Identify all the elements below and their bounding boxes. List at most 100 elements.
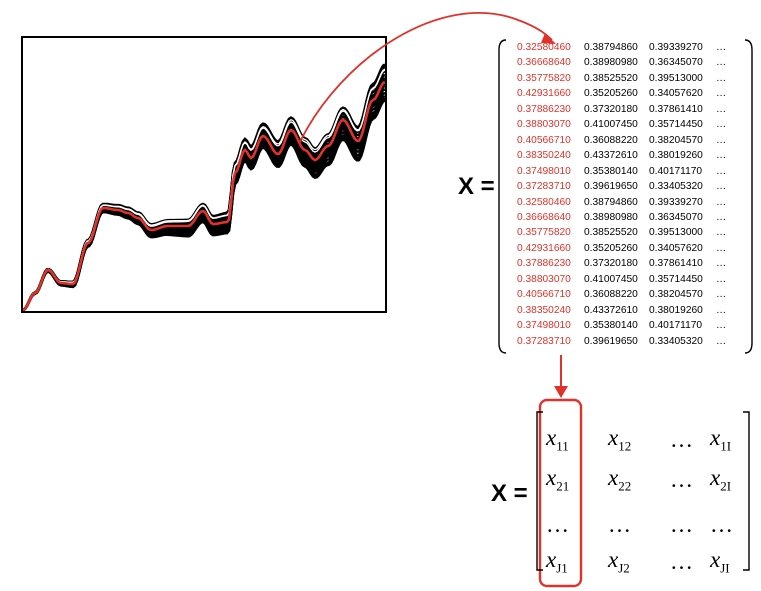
value-cell: …: [716, 273, 727, 285]
value-cell: 0.43372610: [584, 150, 638, 162]
value-cell: 0.37861410: [649, 258, 703, 270]
value-cell: …: [716, 57, 727, 69]
entry-subscript: 2I: [720, 478, 732, 494]
value-cell: 0.36088220: [584, 134, 638, 146]
ellipsis-entry: …: [710, 512, 733, 537]
value-cell: 0.39619650: [584, 181, 638, 193]
numeric-row: 0.38803070 0.41007450 0.35714450…: [517, 272, 730, 287]
numeric-row: 0.42931660 0.35205260 0.34057620…: [517, 86, 730, 101]
entry-symbol: x: [710, 547, 721, 572]
entry-subscript: J2: [618, 560, 630, 576]
numeric-matrix: 0.32580460 0.38794860 0.39339270… 0.3666864…: [517, 40, 730, 349]
highlighted-value-cell: 0.37886230: [517, 103, 571, 115]
entry-symbol: x: [710, 465, 721, 490]
value-cell: …: [716, 88, 727, 100]
value-cell: …: [716, 320, 727, 332]
numeric-row: 0.37283710 0.39619650 0.33405320…: [517, 334, 730, 349]
numeric-row: 0.37498010 0.35380140 0.40171170…: [517, 318, 730, 333]
value-cell: 0.37320180: [584, 258, 638, 270]
matrix-entry: x11: [546, 425, 569, 455]
highlighted-value-cell: 0.38803070: [517, 119, 571, 131]
entry-subscript: 1I: [720, 438, 732, 454]
value-cell: …: [716, 103, 727, 115]
value-cell: …: [716, 119, 727, 131]
value-cell: 0.41007450: [584, 273, 638, 285]
left-brace: [498, 39, 507, 354]
entry-symbol: x: [546, 425, 557, 450]
value-cell: 0.35714450: [649, 273, 703, 285]
numeric-row: 0.37886230 0.37320180 0.37861410 …: [517, 256, 730, 271]
value-cell: 0.39513000: [649, 72, 703, 84]
value-cell: …: [716, 211, 727, 223]
value-cell: …: [716, 196, 727, 208]
highlighted-value-cell: 0.38350240: [517, 150, 571, 162]
numeric-row: 0.32580460 0.38794860 0.39339270…: [517, 195, 730, 210]
highlighted-value-cell: 0.38350240: [517, 304, 571, 316]
highlighted-value-cell: 0.37283710: [517, 181, 571, 193]
value-cell: 0.39619650: [584, 335, 638, 347]
entry-symbol: x: [546, 465, 557, 490]
highlighted-value-cell: 0.37886230: [517, 258, 571, 270]
symbolic-matrix: x11 x12… x1I x21 x22… x2I………… xJ1 xJ2… xJI: [540, 425, 745, 580]
value-cell: 0.38525520: [584, 227, 638, 239]
entry-subscript: J1: [556, 560, 568, 576]
numeric-row: 0.37283710 0.39619650 0.33405320…: [517, 179, 730, 194]
value-cell: 0.43372610: [584, 304, 638, 316]
value-cell: …: [716, 165, 727, 177]
value-cell: 0.38794860: [584, 196, 638, 208]
value-cell: 0.39339270: [649, 196, 703, 208]
ellipsis-entry: …: [670, 467, 693, 492]
value-cell: 0.35205260: [584, 242, 638, 254]
value-cell: 0.35380140: [584, 165, 638, 177]
numeric-matrix-label: X =: [458, 173, 495, 200]
value-cell: 0.35714450: [649, 119, 703, 131]
value-cell: …: [716, 335, 727, 347]
ellipsis-entry: …: [670, 427, 693, 452]
matrix-entry: xJ2: [608, 547, 630, 577]
value-cell: 0.36345070: [649, 57, 703, 69]
numeric-row: 0.35775820 0.38525520 0.39513000…: [517, 225, 730, 240]
highlighted-value-cell: 0.37498010: [517, 165, 571, 177]
entry-subscript: 11: [556, 438, 569, 454]
value-cell: 0.38980980: [584, 211, 638, 223]
matrix-entry: x12: [608, 425, 631, 455]
symbolic-matrix-label: X =: [491, 480, 528, 507]
value-cell: 0.39513000: [649, 227, 703, 239]
value-cell: 0.38019260: [649, 150, 703, 162]
value-cell: 0.36088220: [584, 289, 638, 301]
numeric-row: 0.38803070 0.41007450 0.35714450…: [517, 117, 730, 132]
numeric-row: 0.38350240 0.43372610 0.38019260 …: [517, 303, 730, 318]
highlighted-value-cell: 0.37283710: [517, 335, 571, 347]
ellipsis-entry: …: [670, 549, 693, 574]
value-cell: 0.34057620: [649, 242, 703, 254]
entry-symbol: x: [608, 547, 619, 572]
value-cell: 0.40171170: [649, 165, 703, 177]
value-cell: 0.38794860: [584, 42, 638, 53]
numeric-row: 0.42931660 0.35205260 0.34057620…: [517, 241, 730, 256]
highlighted-value-cell: 0.40566710: [517, 134, 571, 146]
entry-subscript: 12: [618, 438, 632, 454]
value-cell: …: [716, 150, 727, 162]
value-cell: …: [716, 289, 727, 301]
numeric-row: 0.40566710 0.36088220 0.38204570…: [517, 133, 730, 148]
matrix-entry: x22: [608, 465, 631, 495]
entry-subscript: JI: [720, 560, 730, 576]
value-cell: 0.38019260: [649, 304, 703, 316]
numeric-row: 0.36668640 0.38980980 0.36345070 …: [517, 210, 730, 225]
matrix-entry: xJI: [710, 547, 730, 577]
entry-subscript: 21: [556, 478, 570, 494]
value-cell: …: [716, 134, 727, 146]
value-cell: 0.36345070: [649, 211, 703, 223]
numeric-row: 0.40566710 0.36088220 0.38204570…: [517, 287, 730, 302]
value-cell: …: [716, 304, 727, 316]
numeric-row: 0.35775820 0.38525520 0.39513000…: [517, 71, 730, 86]
value-cell: 0.37861410: [649, 103, 703, 115]
value-cell: 0.35205260: [584, 88, 638, 100]
ellipsis-entry: …: [546, 512, 569, 537]
value-cell: 0.37320180: [584, 103, 638, 115]
highlighted-value-cell: 0.36668640: [517, 211, 571, 223]
value-cell: …: [716, 258, 727, 270]
highlighted-value-cell: 0.42931660: [517, 88, 571, 100]
value-cell: 0.33405320: [649, 181, 703, 193]
numeric-row: 0.37498010 0.35380140 0.40171170 …: [517, 164, 730, 179]
